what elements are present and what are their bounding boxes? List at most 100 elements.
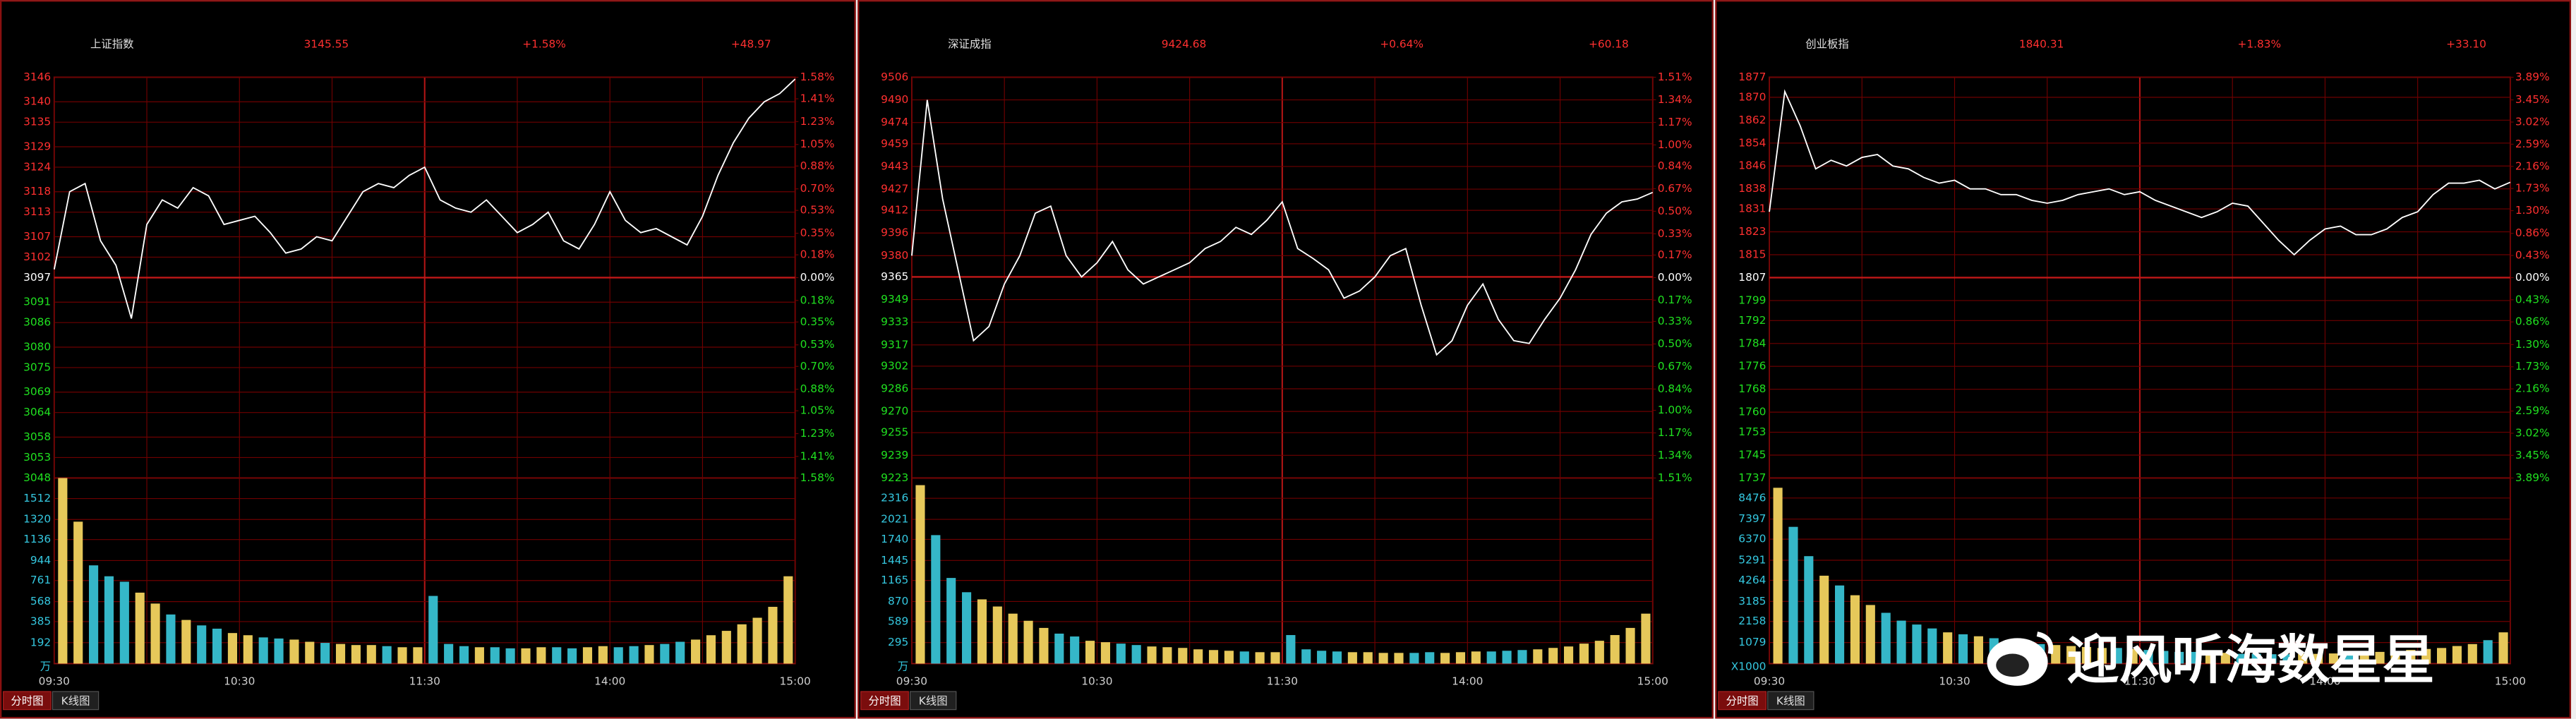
- y-tick-label: 3091: [23, 296, 51, 308]
- volume-tick-label: 568: [30, 595, 51, 608]
- index-price: 9424.68: [1162, 37, 1207, 50]
- volume-bar: [119, 581, 129, 664]
- volume-bar: [931, 535, 941, 664]
- volume-bar: [660, 644, 670, 664]
- y2-tick-label: 0.70%: [800, 360, 835, 373]
- volume-bar: [1958, 634, 1968, 664]
- volume-bar: [2498, 632, 2508, 664]
- volume-bar: [737, 624, 747, 664]
- volume-bar: [1208, 650, 1219, 664]
- tab[interactable]: 分时图: [868, 695, 901, 708]
- y-tick-label: 3140: [23, 95, 51, 108]
- x-tick-label: 14:00: [1452, 675, 1483, 688]
- volume-bar: [629, 646, 639, 664]
- volume-bar: [289, 639, 299, 664]
- volume-tick-label: 6370: [1738, 533, 1766, 545]
- tab-bg[interactable]: [3, 691, 52, 711]
- volume-bar: [691, 639, 701, 664]
- y2-tick-label: 1.58%: [800, 71, 835, 83]
- volume-bar: [2436, 648, 2447, 664]
- y2-tick-label: 1.34%: [1658, 449, 1692, 461]
- y2-tick-label: 0.43%: [2515, 293, 2550, 306]
- y2-tick-label: 1.51%: [1658, 471, 1692, 484]
- tab[interactable]: K线图: [1776, 695, 1805, 708]
- y2-tick-label: 3.89%: [2515, 71, 2550, 83]
- volume-bar: [2421, 648, 2431, 664]
- volume-tick-label: 5291: [1738, 553, 1766, 566]
- y-tick-label: 3118: [23, 185, 51, 198]
- y-tick-label: 1877: [1738, 71, 1766, 83]
- volume-bar: [397, 647, 407, 664]
- volume-bar: [1455, 652, 1466, 664]
- weibo-logo-arc: [2036, 632, 2054, 655]
- volume-tick-label: 1079: [1738, 636, 1766, 648]
- x-tick-label: 09:30: [896, 675, 927, 688]
- volume-bar: [1927, 628, 1937, 664]
- volume-bar: [2205, 653, 2215, 664]
- y2-tick-label: 0.50%: [1658, 205, 1692, 217]
- tab[interactable]: 分时图: [1726, 695, 1759, 708]
- weibo-logo-eye: [1996, 653, 2029, 677]
- volume-bar: [366, 645, 376, 664]
- volume-tick-label: 761: [30, 574, 51, 586]
- volume-bar: [413, 647, 423, 664]
- y2-tick-label: 3.89%: [2515, 471, 2550, 484]
- y-tick-label: 9506: [881, 71, 908, 83]
- volume-bar: [2375, 651, 2385, 664]
- y2-tick-label: 3.45%: [2515, 449, 2550, 461]
- volume-bar: [274, 638, 284, 664]
- y2-tick-label: 2.16%: [2515, 382, 2550, 395]
- tab[interactable]: K线图: [61, 695, 90, 708]
- y-tick-label: 9459: [881, 137, 908, 150]
- y-tick-label: 9443: [881, 159, 908, 172]
- watermark-group: [1987, 632, 2054, 686]
- volume-bar: [1131, 645, 1141, 664]
- volume-bar: [1865, 605, 1875, 664]
- tab-bg[interactable]: [860, 691, 909, 711]
- tab-bg[interactable]: [1767, 691, 1814, 711]
- y2-tick-label: 3.45%: [2515, 93, 2550, 106]
- x-tick-label: 11:30: [2124, 675, 2155, 688]
- watermark: 迎风听海数星星: [2066, 629, 2434, 691]
- volume-bar: [2128, 648, 2138, 664]
- volume-bar: [613, 647, 623, 664]
- index-change-pct: +1.83%: [2237, 37, 2281, 50]
- y-tick-label: 1838: [1738, 182, 1766, 195]
- y2-tick-label: 0.86%: [2515, 226, 2550, 239]
- volume-bar: [1286, 635, 1296, 664]
- volume-bar: [2344, 653, 2354, 664]
- volume-bar: [1193, 649, 1203, 664]
- volume-bar: [1471, 651, 1481, 664]
- x-tick-label: 15:00: [1637, 675, 1668, 688]
- tab-bg[interactable]: [910, 691, 957, 711]
- y-tick-label: 9396: [881, 226, 908, 239]
- y-tick-label: 9490: [881, 93, 908, 106]
- volume-tick-label: 870: [888, 595, 908, 608]
- volume-bar: [1548, 648, 1558, 664]
- volume-bar: [1039, 627, 1049, 664]
- y-tick-label: 1737: [1738, 471, 1766, 484]
- x-tick-label: 15:00: [2495, 675, 2526, 688]
- volume-bar: [783, 576, 793, 664]
- y2-tick-label: 0.18%: [800, 294, 835, 306]
- volume-bar: [1850, 595, 1860, 664]
- tab[interactable]: K线图: [919, 695, 948, 708]
- y-tick-label: 3075: [23, 361, 51, 373]
- volume-bar: [2066, 646, 2076, 664]
- y-tick-label: 1870: [1738, 90, 1766, 103]
- y2-tick-label: 0.88%: [800, 382, 835, 395]
- tab-bg[interactable]: [52, 691, 100, 711]
- volume-bar: [2220, 653, 2230, 664]
- volume-bar: [1147, 646, 1157, 664]
- y-tick-label: 1846: [1738, 159, 1766, 172]
- tab[interactable]: 分时图: [11, 695, 43, 708]
- tab-bg[interactable]: [1718, 691, 1767, 711]
- volume-bar: [567, 648, 577, 664]
- y2-tick-label: 0.17%: [1658, 248, 1692, 261]
- volume-bar: [2359, 652, 2369, 664]
- y2-tick-label: 0.67%: [1658, 182, 1692, 195]
- x-tick-label: 11:30: [1267, 675, 1298, 688]
- volume-bar: [1023, 620, 1033, 664]
- volume-tick-label: 192: [30, 636, 51, 648]
